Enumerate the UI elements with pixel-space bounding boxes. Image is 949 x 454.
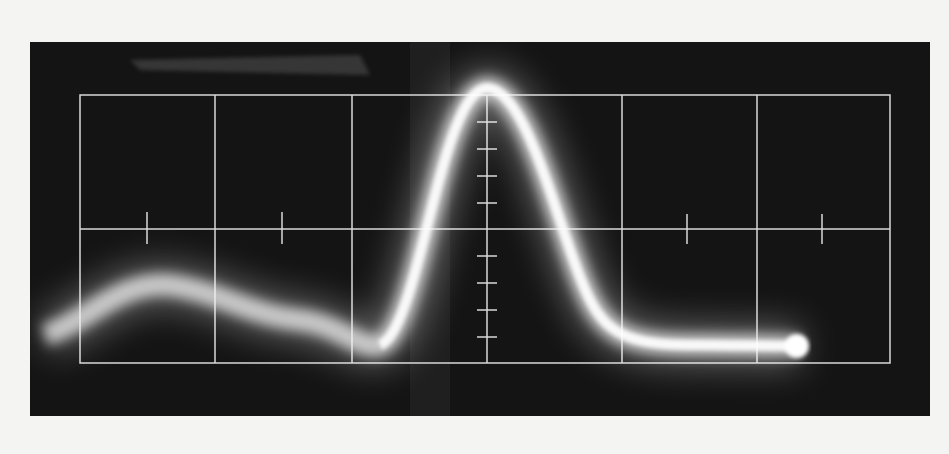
trace-end [785, 334, 809, 358]
page [0, 0, 949, 454]
oscilloscope-photo [0, 0, 949, 454]
